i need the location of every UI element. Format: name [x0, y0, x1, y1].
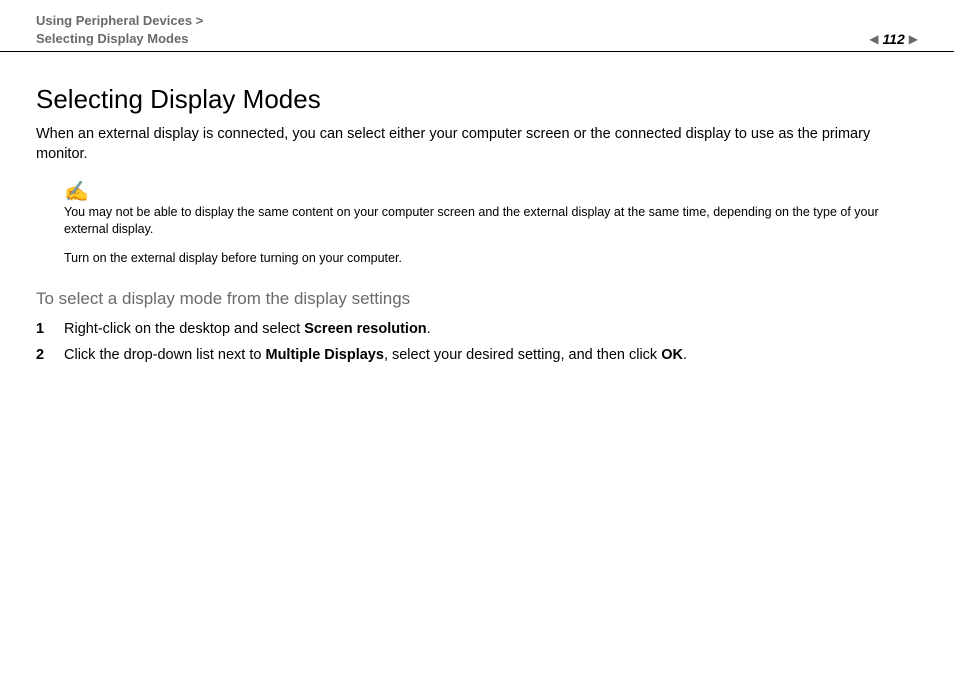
step-text-bold2: OK	[661, 347, 683, 363]
note-paragraph-1: You may not be able to display the same …	[64, 204, 918, 238]
step-item: 1 Right-click on the desktop and select …	[36, 319, 918, 341]
step-text-pre: Right-click on the desktop and select	[64, 321, 304, 337]
step-text-pre: Click the drop-down list next to	[64, 347, 265, 363]
intro-text: When an external display is connected, y…	[36, 125, 918, 164]
step-text-bold: Multiple Displays	[265, 347, 383, 363]
note-paragraph-2: Turn on the external display before turn…	[64, 250, 918, 267]
steps-list: 1 Right-click on the desktop and select …	[36, 319, 918, 367]
step-text-mid: , select your desired setting, and then …	[384, 347, 661, 363]
page-title: Selecting Display Modes	[36, 84, 918, 115]
pencil-icon: ✍	[64, 182, 918, 202]
content: Selecting Display Modes When an external…	[0, 52, 954, 366]
breadcrumb-line2: Selecting Display Modes	[36, 30, 203, 48]
breadcrumb-line1: Using Peripheral Devices >	[36, 12, 203, 30]
next-arrow-icon[interactable]: ▶	[909, 32, 918, 46]
step-text-bold: Screen resolution	[304, 321, 426, 337]
subheading: To select a display mode from the displa…	[36, 289, 918, 309]
step-number: 2	[36, 345, 44, 367]
header: Using Peripheral Devices > Selecting Dis…	[0, 0, 954, 52]
page-number: 112	[882, 31, 904, 47]
page-nav: ◀ 112 ▶	[869, 31, 918, 47]
breadcrumb: Using Peripheral Devices > Selecting Dis…	[36, 12, 203, 47]
prev-arrow-icon[interactable]: ◀	[869, 32, 878, 46]
step-number: 1	[36, 319, 44, 341]
note-block: ✍ You may not be able to display the sam…	[64, 182, 918, 267]
step-text-mid: .	[427, 321, 431, 337]
step-text-post: .	[683, 347, 687, 363]
step-item: 2 Click the drop-down list next to Multi…	[36, 345, 918, 367]
